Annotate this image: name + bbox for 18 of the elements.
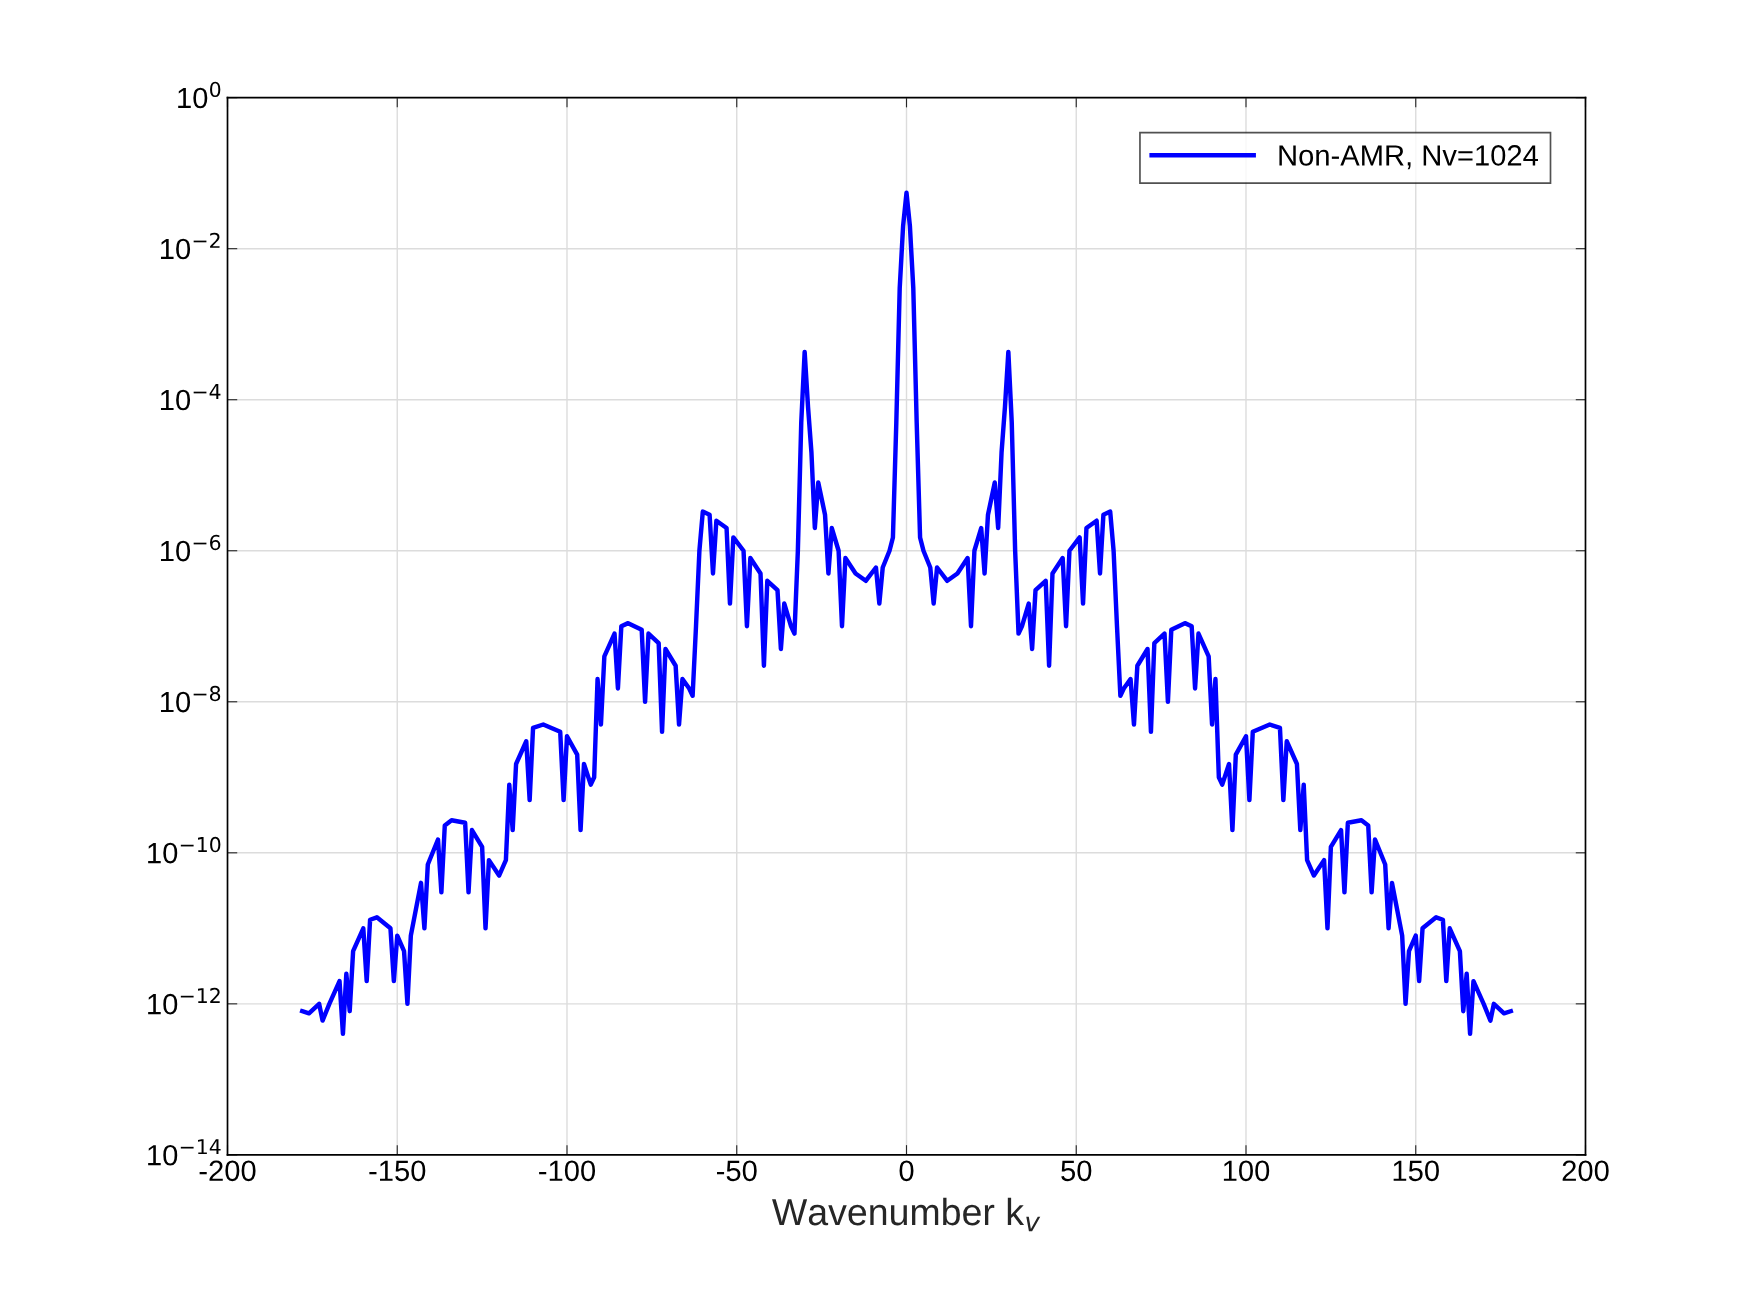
x-tick-label: -100 — [539, 1160, 596, 1182]
y-tick-label: 10$^{−12}$ — [148, 987, 220, 1015]
y-tick-label: 10$^{−8}$ — [160, 685, 221, 713]
y-tick-label: 10$^{−10}$ — [148, 836, 221, 864]
line-series — [299, 190, 1514, 1037]
y-tick-label: 10$^{0}$ — [178, 81, 221, 109]
x-tick-label: 200 — [1562, 1160, 1609, 1182]
y-tick-label: 10$^{−6}$ — [160, 534, 221, 562]
x-tick-label: 150 — [1393, 1160, 1439, 1182]
x-tick-label: 100 — [1223, 1160, 1270, 1182]
legend-label: Non-AMR, Nv=1024 — [1279, 145, 1538, 170]
y-tick-label: 10$^{−2}$ — [160, 232, 220, 260]
x-tick-label: 50 — [1061, 1160, 1092, 1182]
x-tick-label: -50 — [716, 1160, 757, 1182]
y-tick-label: 10$^{−4}$ — [160, 384, 221, 411]
x-tick-label: -150 — [369, 1160, 426, 1182]
x-axis-title: Wavenumber k$_{v}$ — [772, 1197, 1041, 1232]
x-tick-label: 0 — [899, 1160, 914, 1182]
